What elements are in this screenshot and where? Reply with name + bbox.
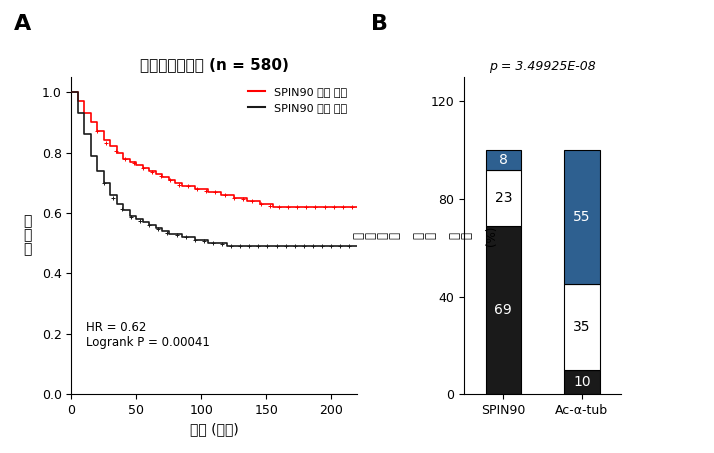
X-axis label: 수명 (개월): 수명 (개월) bbox=[190, 422, 238, 436]
Text: 8: 8 bbox=[499, 153, 508, 167]
Bar bbox=[564, 284, 600, 370]
Text: 55: 55 bbox=[573, 210, 590, 224]
Bar bbox=[564, 370, 600, 394]
Text: HR = 0.62
Logrank P = 0.00041: HR = 0.62 Logrank P = 0.00041 bbox=[86, 321, 209, 349]
Text: B: B bbox=[371, 14, 388, 34]
Bar bbox=[486, 150, 521, 170]
Bar bbox=[486, 170, 521, 226]
Y-axis label: 재
발
환
자
 
증
가
 
비
율
 
(%): 재 발 환 자 증 가 비 율 (%) bbox=[353, 226, 498, 246]
Text: 23: 23 bbox=[495, 191, 512, 205]
Text: A: A bbox=[14, 14, 31, 34]
Legend: SPIN90 발현 높음, SPIN90 발현 낮음: SPIN90 발현 높음, SPIN90 발현 낮음 bbox=[244, 82, 351, 117]
Text: 69: 69 bbox=[495, 303, 512, 317]
Text: 10: 10 bbox=[573, 375, 590, 389]
Y-axis label: 생
존
율: 생 존 율 bbox=[24, 215, 32, 256]
Text: 35: 35 bbox=[573, 320, 590, 334]
Title: p = 3.49925E-08: p = 3.49925E-08 bbox=[489, 60, 596, 73]
Bar bbox=[486, 226, 521, 394]
Title: 삼중음성유방암 (n = 580): 삼중음성유방암 (n = 580) bbox=[140, 57, 288, 72]
Bar bbox=[564, 150, 600, 284]
